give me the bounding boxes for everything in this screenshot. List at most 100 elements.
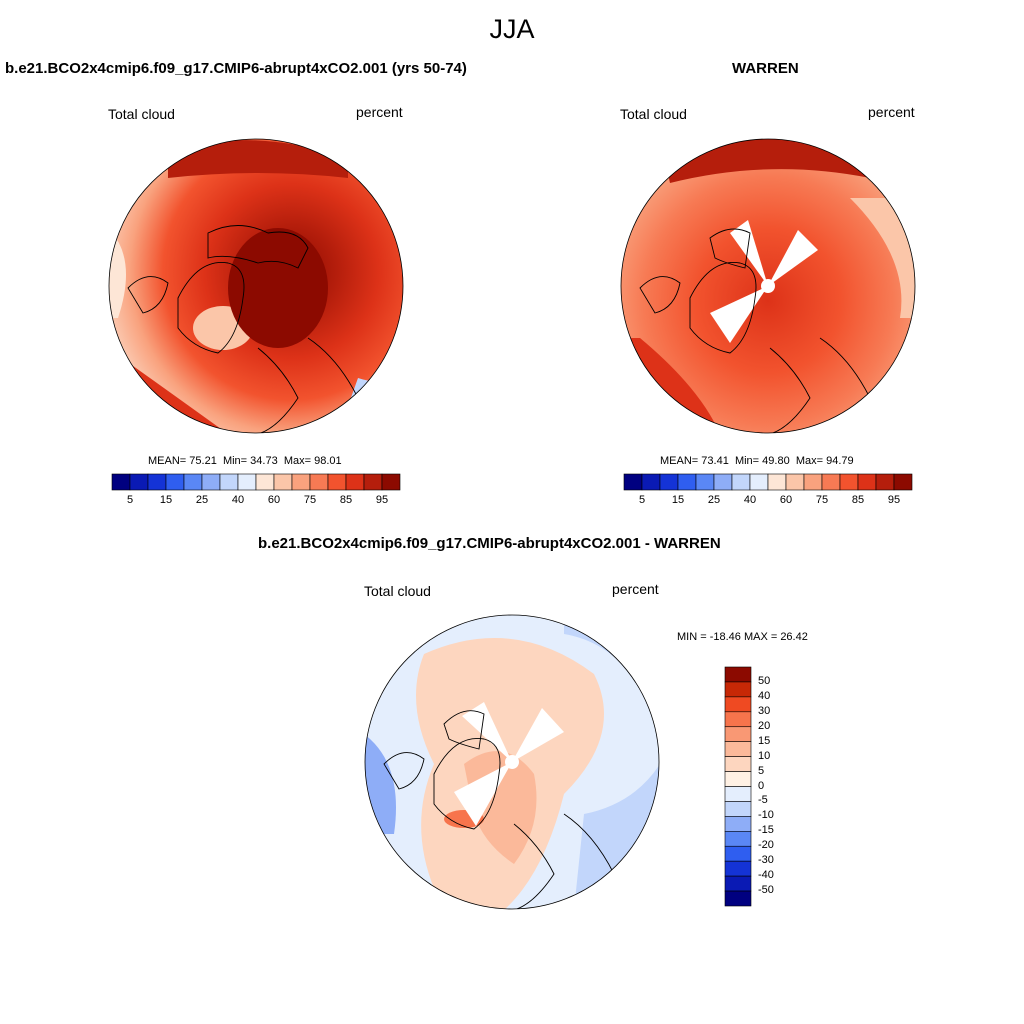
left-colorbar-swatch [183, 473, 203, 491]
diff-colorbar-tick-label: -50 [758, 884, 774, 897]
left-coastlines [127, 225, 359, 433]
right-units-label: percent [868, 104, 915, 120]
left-colorbar-swatch [291, 473, 311, 491]
diff-map-missing-data [454, 762, 512, 826]
left-colorbar-tick-label: 85 [339, 494, 353, 506]
diff-colorbar-swatch [724, 890, 752, 907]
diff-colorbar-tick-label: -5 [758, 794, 768, 807]
left-colorbar-tick-label: 40 [231, 494, 245, 506]
right-colorbar-swatch [641, 473, 661, 491]
diff-minmax-text: MIN = -18.46 MAX = 26.42 [677, 631, 808, 643]
right-colorbar-swatch [677, 473, 697, 491]
left-map-arctic-core [228, 228, 328, 348]
left-colorbar-swatch [201, 473, 221, 491]
right-colorbar-tick-label: 40 [743, 494, 757, 506]
left-colorbar-labels: 5 15 25 40 60 75 85 95 [112, 494, 400, 508]
right-colorbar-labels: 5 15 25 40 60 75 85 95 [624, 494, 912, 508]
left-panel-title: b.e21.BCO2x4cmip6.f09_g17.CMIP6-abrupt4x… [5, 60, 467, 77]
diff-colorbar-swatch [724, 831, 752, 847]
right-mean-value: 73.41 [701, 455, 729, 467]
diff-colorbar-tick-label: -30 [758, 854, 774, 867]
left-colorbar-tick-label: 60 [267, 494, 281, 506]
diff-colorbar-swatch [724, 756, 752, 772]
diff-colorbar-tick-label: 50 [758, 674, 771, 687]
right-map-east-region [850, 198, 915, 318]
right-colorbar-swatch [785, 473, 805, 491]
left-colorbar-tick-label: 25 [195, 494, 209, 506]
right-colorbar-swatch [857, 473, 877, 491]
diff-map-outline [364, 614, 660, 910]
diff-colorbar-tick-label: -10 [758, 809, 774, 822]
right-colorbar-tick-label: 60 [779, 494, 793, 506]
left-colorbar-swatch [273, 473, 293, 491]
left-min-value: 34.73 [250, 455, 278, 467]
left-variable-label: Total cloud [108, 106, 175, 122]
right-map-missing-data [710, 286, 768, 343]
right-colorbar-tick-label: 5 [638, 494, 646, 506]
left-colorbar-tick-label: 15 [159, 494, 173, 506]
right-colorbar-swatch [623, 473, 643, 491]
left-colorbar-swatch [327, 473, 347, 491]
diff-colorbar-swatch [724, 681, 752, 698]
left-polar-map [108, 138, 404, 434]
right-panel-title: WARREN [732, 60, 799, 77]
left-colorbar-tick-label: 95 [375, 494, 389, 506]
diff-colorbar-swatch [724, 860, 752, 877]
right-map-missing-data [768, 230, 818, 286]
diff-colorbar-swatch [724, 711, 752, 728]
diff-colorbar-tick-label: 20 [758, 719, 771, 732]
left-colorbar [111, 473, 401, 491]
diff-colorbar-tick-label: -40 [758, 869, 774, 882]
diff-polar-map [364, 614, 660, 910]
right-polar-map [620, 138, 916, 434]
left-colorbar-tick-label: 5 [126, 494, 134, 506]
left-mean-value: 75.21 [189, 455, 217, 467]
diff-colorbar-tick-label: -15 [758, 824, 774, 837]
left-colorbar-swatch [111, 473, 131, 491]
right-min-value: 49.80 [762, 455, 790, 467]
figure-title: JJA [489, 14, 535, 44]
left-min-label: Min= [222, 455, 248, 467]
right-colorbar-tick-label: 95 [887, 494, 901, 506]
left-map-outline [108, 138, 404, 434]
diff-colorbar-swatch [724, 816, 752, 832]
diff-colorbar-swatch [724, 786, 752, 802]
right-map-pole-hole [761, 279, 775, 293]
right-colorbar-swatch [875, 473, 895, 491]
left-colorbar-swatch [381, 473, 401, 491]
left-colorbar-swatch [165, 473, 185, 491]
diff-coastlines [383, 710, 615, 909]
right-colorbar-tick-label: 25 [707, 494, 721, 506]
diff-colorbar-tick-label: 0 [758, 779, 765, 792]
right-colorbar-swatch [839, 473, 859, 491]
right-map-missing-data [730, 220, 768, 286]
diff-variable-label: Total cloud [364, 583, 431, 599]
diff-colorbar-swatch [724, 696, 752, 713]
left-colorbar-tick-label: 75 [303, 494, 317, 506]
right-min-label: Min= [734, 455, 760, 467]
right-colorbar-swatch [803, 473, 823, 491]
diff-map-pole-hole [505, 755, 519, 769]
left-colorbar-swatch [255, 473, 275, 491]
diff-units-label: percent [612, 581, 659, 597]
left-max-value: 98.01 [314, 455, 342, 467]
diff-map-missing-data [462, 702, 512, 762]
diff-colorbar-labels: 50 40 30 20 15 10 5 0 -5 -10 -15 -20 -30 -40 -50 [756, 667, 806, 906]
diff-colorbar [724, 666, 752, 907]
left-units-label: percent [356, 104, 403, 120]
diff-colorbar-tick-label: -20 [758, 839, 774, 852]
right-colorbar-swatch [767, 473, 787, 491]
right-max-value: 94.79 [826, 455, 854, 467]
right-colorbar-swatch [893, 473, 913, 491]
diff-colorbar-tick-label: 10 [758, 749, 771, 762]
right-mean-label: MEAN= [660, 455, 699, 467]
diff-colorbar-swatch [724, 875, 752, 892]
left-stats: MEAN= 75.21 Min= 34.73 Max= 98.01 [148, 455, 342, 467]
left-colorbar-swatch [147, 473, 167, 491]
left-colorbar-swatch [345, 473, 365, 491]
left-colorbar-swatch [309, 473, 329, 491]
diff-colorbar-tick-label: 15 [758, 734, 771, 747]
diff-colorbar-swatch [724, 741, 752, 757]
diff-colorbar-tick-label: 40 [758, 689, 771, 702]
right-colorbar-swatch [659, 473, 679, 491]
